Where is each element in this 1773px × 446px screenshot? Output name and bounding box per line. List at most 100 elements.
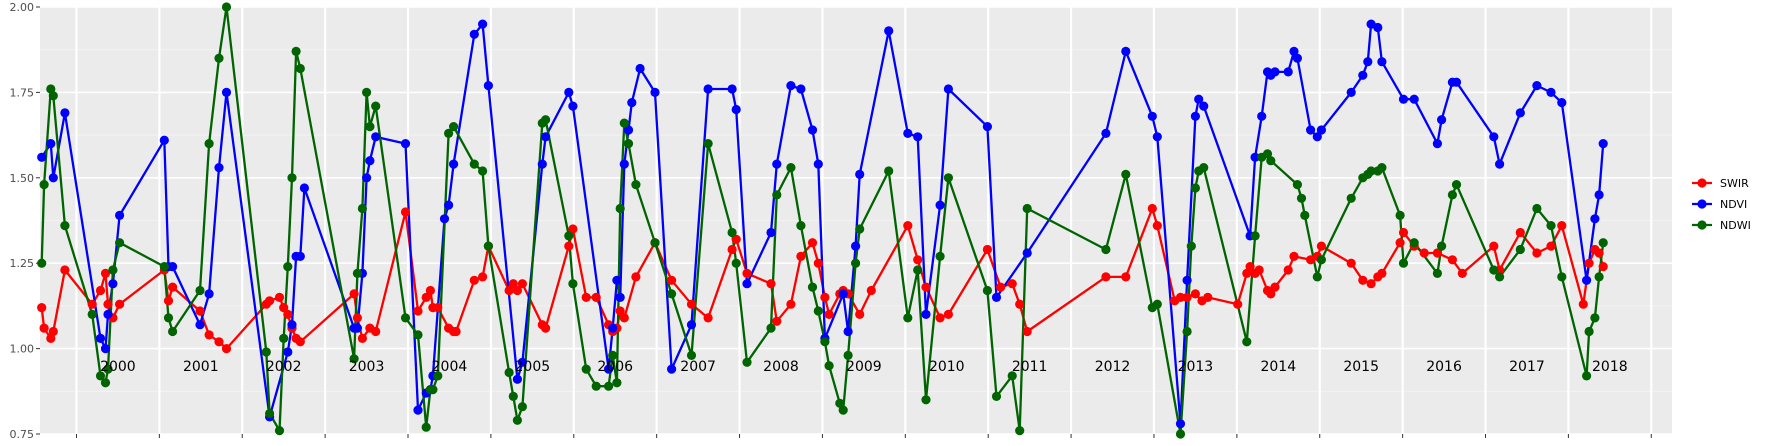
ndwi-data-point (195, 285, 205, 296)
ndvi-data-point (283, 347, 293, 357)
ndwi-data-point (838, 405, 848, 415)
ndvi-data-point (1194, 94, 1204, 104)
ndwi-data-point (1262, 149, 1273, 159)
ndwi-data-point (204, 139, 214, 149)
ndvi-data-point (1182, 275, 1192, 285)
ndwi-data-point (1515, 244, 1525, 255)
swir-data-point (591, 292, 601, 302)
swir-data-point (1152, 221, 1162, 231)
series-layer (37, 2, 1608, 439)
ndwi-data-point (1242, 337, 1252, 347)
year-label: 2004 (432, 359, 468, 375)
swir-data-point (686, 299, 697, 309)
ndvi-data-point (807, 125, 818, 135)
swir-data-point (1489, 241, 1499, 251)
ndwi-data-point (786, 163, 796, 173)
swir-data-point (1233, 299, 1243, 309)
ndvi-data-point (115, 210, 125, 220)
swir-data-point (349, 289, 359, 299)
year-label: 2002 (266, 359, 302, 375)
swir-data-point (425, 285, 435, 296)
swir-data-point (512, 285, 523, 296)
swir-data-point (1377, 268, 1387, 278)
year-label: 2003 (349, 359, 385, 375)
swir-data-point (820, 292, 830, 302)
swir-data-point (1432, 248, 1442, 258)
swir-data-point (214, 337, 224, 347)
legend-label: NDWI (1720, 219, 1751, 232)
year-label: 2008 (763, 359, 799, 375)
swir-data-point (1398, 227, 1409, 238)
ndwi-data-point (1316, 255, 1326, 265)
ndvi-data-point (295, 251, 305, 261)
ndwi-data-point (903, 313, 913, 323)
ndvi-data-point (159, 135, 169, 145)
swir-data-point (371, 326, 381, 337)
ndwi-data-point (95, 371, 106, 381)
ndwi-data-point (612, 378, 622, 388)
ndvi-data-point (204, 289, 214, 299)
ndwi-data-point (623, 139, 634, 149)
ndvi-data-point (449, 159, 459, 169)
legend-label: NDVI (1720, 198, 1747, 211)
ndwi-data-point (1186, 241, 1196, 251)
ndwi-data-point (1292, 180, 1302, 190)
ndwi-data-point (444, 128, 454, 138)
ndwi-data-point (1546, 221, 1556, 231)
ndwi-data-point (349, 354, 359, 364)
ndvi-data-point (1121, 46, 1131, 57)
swir-data-point (1007, 279, 1017, 289)
ndvi-data-point (1152, 132, 1162, 142)
ndvi-data-point (103, 309, 113, 319)
swir-data-point (1598, 262, 1608, 272)
ndvi-data-point (731, 104, 741, 115)
legend-item-ndvi: NDVI (1692, 198, 1747, 211)
ndvi-data-point (650, 87, 660, 97)
year-label: 2015 (1343, 359, 1379, 375)
legend: SWIR NDVI NDWI (1692, 177, 1751, 232)
swir-data-point (37, 303, 47, 313)
ndwi-data-point (943, 173, 954, 183)
swir-data-point (87, 299, 97, 309)
swir-data-point (1190, 289, 1200, 299)
ndwi-data-point (1250, 231, 1260, 241)
ndvi-data-point (537, 159, 547, 169)
ndwi-data-point (1121, 169, 1131, 179)
ndwi-data-point (835, 398, 845, 408)
ndvi-data-point (299, 183, 309, 193)
swir-data-point (703, 313, 713, 323)
ndvi-data-point (1358, 70, 1368, 80)
swir-data-point (400, 207, 411, 217)
ndwi-data-point (1447, 190, 1457, 200)
y-tick-label: 0.75 (10, 428, 35, 441)
ndwi-data-point (1495, 272, 1505, 282)
ndvi-data-point (1377, 57, 1387, 67)
year-label: 2001 (183, 359, 219, 375)
swir-data-point (1316, 241, 1326, 251)
ndwi-data-point (115, 238, 125, 248)
ndwi-data-point (279, 333, 289, 343)
ndvi-data-point (627, 98, 637, 108)
ndwi-data-point (449, 122, 459, 132)
y-tick-label: 1.25 (10, 257, 35, 270)
ndvi-data-point (1594, 190, 1604, 200)
ndvi-data-point (766, 227, 776, 238)
swir-data-point (943, 309, 954, 319)
ndwi-data-point (568, 279, 578, 289)
ndvi-data-point (615, 292, 625, 302)
ndvi-data-point (635, 63, 645, 74)
ndwi-data-point (1300, 210, 1310, 220)
ndvi-data-point (1495, 159, 1505, 169)
ndwi-data-point (1190, 183, 1200, 193)
swir-data-point (921, 282, 931, 292)
ndwi-data-point (820, 337, 830, 347)
ndvi-data-point (982, 122, 993, 132)
ndvi-data-point (838, 289, 848, 299)
ndwi-data-point (731, 258, 741, 268)
swir-data-point (357, 333, 367, 343)
ndwi-data-point (824, 361, 834, 371)
ndvi-data-point (1451, 77, 1462, 87)
swir-data-point (982, 244, 993, 255)
ndvi-data-point (95, 333, 106, 343)
ndvi-data-point (444, 200, 454, 210)
